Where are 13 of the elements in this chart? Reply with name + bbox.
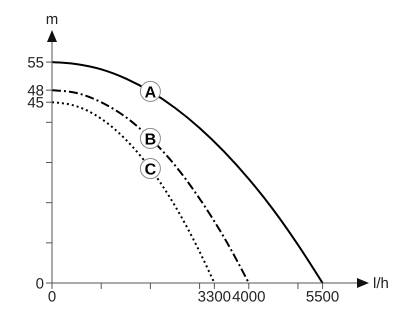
x-tick-label: 3300 [198, 288, 232, 306]
x-tick-label: 0 [48, 288, 56, 306]
x-axis-title: l/h [373, 275, 389, 292]
x-tick-label: 4000 [232, 288, 266, 306]
y-axis-title: m [46, 11, 58, 28]
y-tick-label: 0 [36, 275, 44, 292]
series-label: B [144, 131, 156, 148]
series-label: C [144, 162, 157, 179]
line-series [52, 101, 216, 283]
y-tick-label: 55 [27, 54, 44, 72]
series-label: A [144, 84, 157, 102]
x-tick-label: 5500 [306, 288, 340, 306]
line-series [52, 61, 324, 283]
